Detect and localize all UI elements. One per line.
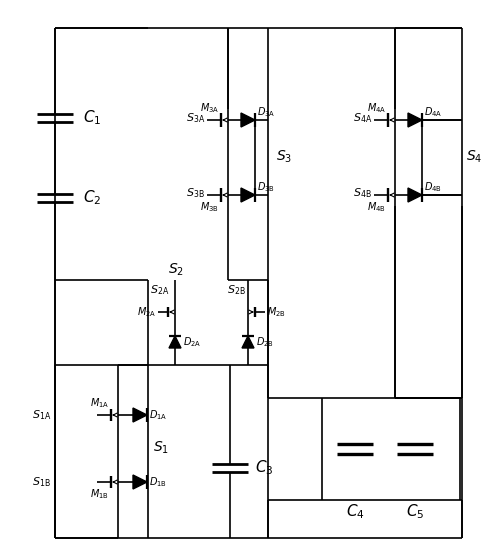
Polygon shape <box>407 188 421 202</box>
Text: $S_{3\mathrm{B}}$: $S_{3\mathrm{B}}$ <box>186 186 204 200</box>
Polygon shape <box>133 475 147 489</box>
Text: $M_{4\mathrm{B}}$: $M_{4\mathrm{B}}$ <box>366 200 385 214</box>
Text: $M_{3\mathrm{A}}$: $M_{3\mathrm{A}}$ <box>199 101 219 115</box>
Polygon shape <box>407 113 421 127</box>
Text: $M_{3\mathrm{B}}$: $M_{3\mathrm{B}}$ <box>200 200 219 214</box>
Polygon shape <box>241 113 254 127</box>
Text: $D_{2\mathrm{A}}$: $D_{2\mathrm{A}}$ <box>183 335 201 349</box>
Text: $D_{1\mathrm{A}}$: $D_{1\mathrm{A}}$ <box>149 408 167 422</box>
Text: $C_1$: $C_1$ <box>83 109 101 127</box>
Text: $S_{4\mathrm{B}}$: $S_{4\mathrm{B}}$ <box>352 186 371 200</box>
Text: $C_4$: $C_4$ <box>345 503 364 521</box>
Polygon shape <box>242 336 253 348</box>
Text: $S_2$: $S_2$ <box>168 262 183 278</box>
Text: $M_{4\mathrm{A}}$: $M_{4\mathrm{A}}$ <box>366 101 385 115</box>
Text: $C_3$: $C_3$ <box>254 459 273 477</box>
Text: $S_{1\mathrm{B}}$: $S_{1\mathrm{B}}$ <box>32 475 51 489</box>
Text: $S_1$: $S_1$ <box>153 440 169 456</box>
Polygon shape <box>133 408 147 422</box>
Text: $S_4$: $S_4$ <box>465 149 481 165</box>
Text: $M_{2\mathrm{B}}$: $M_{2\mathrm{B}}$ <box>266 305 285 319</box>
Text: $S_{4\mathrm{A}}$: $S_{4\mathrm{A}}$ <box>352 111 371 125</box>
Text: $D_{3\mathrm{B}}$: $D_{3\mathrm{B}}$ <box>257 180 274 194</box>
Text: $D_{4\mathrm{A}}$: $D_{4\mathrm{A}}$ <box>423 105 442 119</box>
Text: $S_{2\mathrm{B}}$: $S_{2\mathrm{B}}$ <box>227 283 245 297</box>
Text: $D_{1\mathrm{B}}$: $D_{1\mathrm{B}}$ <box>149 475 166 489</box>
Text: $M_{2\mathrm{A}}$: $M_{2\mathrm{A}}$ <box>137 305 156 319</box>
Text: $D_{4\mathrm{B}}$: $D_{4\mathrm{B}}$ <box>423 180 441 194</box>
Text: $S_{1\mathrm{A}}$: $S_{1\mathrm{A}}$ <box>32 408 51 422</box>
Text: $M_{1\mathrm{B}}$: $M_{1\mathrm{B}}$ <box>90 487 109 501</box>
Text: $C_2$: $C_2$ <box>83 189 101 207</box>
Text: $D_{3\mathrm{A}}$: $D_{3\mathrm{A}}$ <box>257 105 275 119</box>
Text: $S_3$: $S_3$ <box>275 149 292 165</box>
Text: $S_{3\mathrm{A}}$: $S_{3\mathrm{A}}$ <box>185 111 204 125</box>
Text: $S_{2\mathrm{A}}$: $S_{2\mathrm{A}}$ <box>150 283 169 297</box>
Polygon shape <box>169 336 181 348</box>
Text: $M_{1\mathrm{A}}$: $M_{1\mathrm{A}}$ <box>89 396 109 410</box>
Polygon shape <box>241 188 254 202</box>
Text: $C_5$: $C_5$ <box>405 503 423 521</box>
Text: $D_{2\mathrm{B}}$: $D_{2\mathrm{B}}$ <box>256 335 273 349</box>
